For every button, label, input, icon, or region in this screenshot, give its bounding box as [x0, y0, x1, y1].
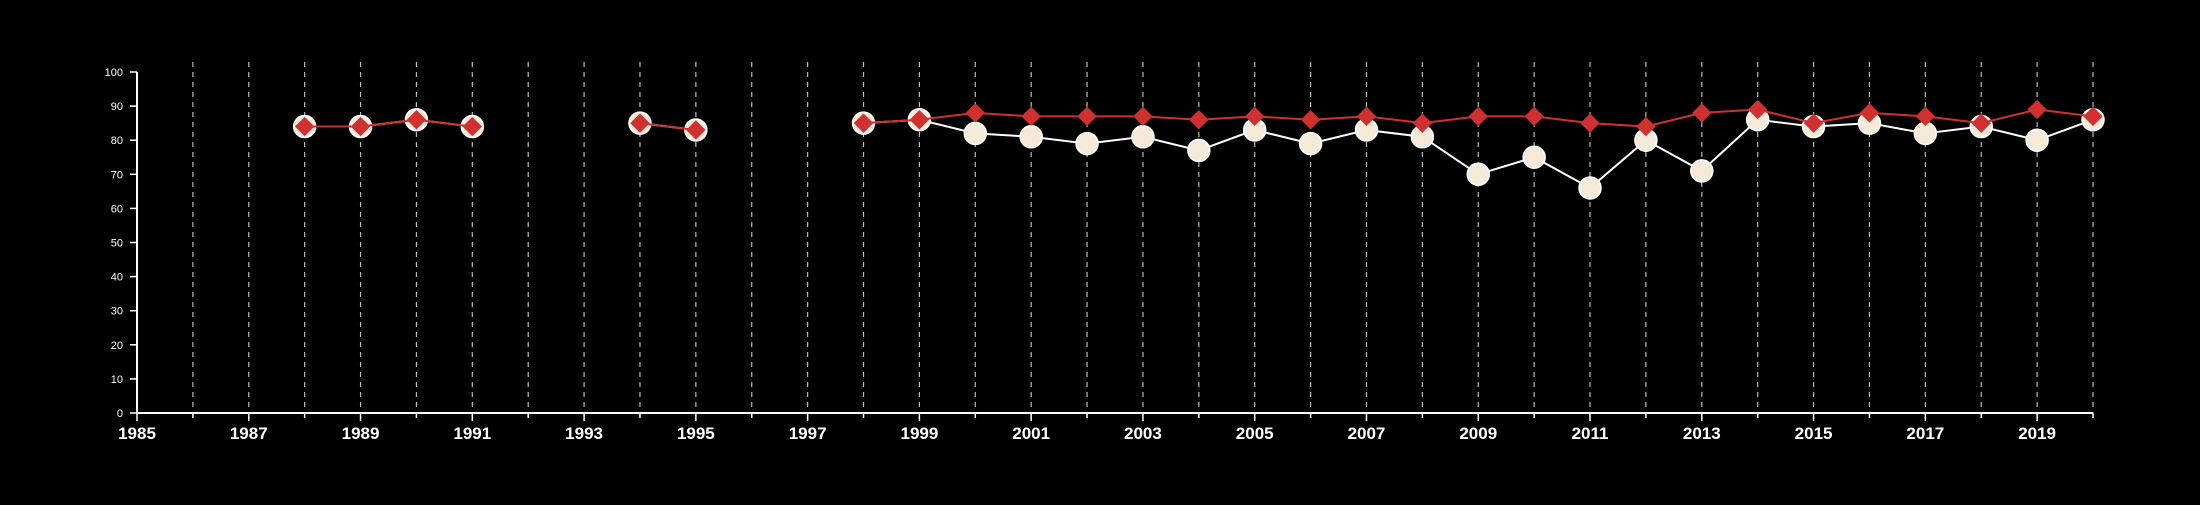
series-1-point-2007	[1356, 106, 1377, 127]
y-tick-label-0: 0	[117, 408, 123, 420]
series-0-point-2019	[2025, 128, 2049, 152]
series-1-point-2020	[2083, 106, 2103, 127]
x-tick-label-2001: 2001	[1012, 424, 1050, 443]
series-1-line-1	[639, 122, 696, 131]
series-1-point-2013	[1692, 103, 1712, 123]
series-0-point-2009	[1466, 162, 1491, 187]
series-1-point-2016	[1859, 103, 1880, 123]
series-1-point-1991	[462, 116, 483, 137]
x-tick-label-2011: 2011	[1572, 424, 1609, 443]
series-0	[292, 107, 2105, 200]
x-tick-label-1997: 1997	[789, 424, 827, 443]
y-tick-label-50: 50	[111, 238, 123, 250]
series-1-point-1988	[294, 116, 315, 137]
x-tick-label-1999: 1999	[900, 424, 938, 443]
x-tick-label-1995: 1995	[677, 424, 715, 443]
series-1-point-2000	[965, 103, 985, 123]
y-tick-label-80: 80	[111, 135, 123, 147]
y-tick-label-70: 70	[111, 169, 123, 181]
series-1-point-2012	[1636, 116, 1656, 137]
x-tick-label-2019: 2019	[2018, 424, 2056, 443]
y-tick-label-60: 60	[111, 203, 123, 215]
series-1-point-1994	[630, 113, 650, 133]
series-1-point-2011	[1580, 113, 1600, 133]
series-1-point-2002	[1077, 106, 1097, 127]
y-tick-label-20: 20	[111, 340, 123, 352]
x-tick-label-1987: 1987	[230, 424, 268, 443]
series-1-point-2003	[1133, 106, 1153, 127]
series-0-point-2006	[1298, 131, 1323, 156]
series-1-point-2017	[1915, 106, 1936, 127]
x-tick-label-2007: 2007	[1348, 424, 1386, 443]
series-0-point-2011	[1578, 176, 1602, 200]
series-0-point-2013	[1690, 159, 1714, 183]
series-1-point-2018	[1971, 113, 1991, 133]
series-1-point-2005	[1245, 106, 1265, 127]
x-tick-label-2015: 2015	[1795, 424, 1833, 443]
y-tick-label-10: 10	[111, 374, 123, 386]
x-tick-label-1993: 1993	[565, 424, 603, 443]
x-tick-label-1989: 1989	[342, 424, 380, 443]
x-tick-label-2017: 2017	[1906, 424, 1944, 443]
axis-layer: 0 10 20 30 40 50 60 70 80 90 100 1985 1987 1989 1991 19…	[105, 67, 2094, 443]
series-1-point-1995	[686, 120, 706, 140]
series-1-point-1998	[853, 113, 874, 133]
series-0-point-2004	[1187, 138, 1211, 163]
series-layer	[292, 99, 2105, 200]
series-1-point-1989	[350, 116, 371, 137]
series-1-point-2019	[2027, 99, 2047, 120]
series-0-point-2001	[1019, 125, 1043, 149]
series-1-point-2010	[1524, 106, 1544, 127]
series-1	[294, 99, 2103, 140]
series-1-line-0	[304, 118, 473, 128]
series-1-point-2001	[1021, 106, 1041, 127]
series-1-point-2015	[1803, 113, 1824, 133]
x-tick-label-2013: 2013	[1683, 424, 1721, 443]
series-1-point-1990	[406, 110, 427, 130]
series-0-point-2000	[963, 121, 988, 146]
x-tick-label-2005: 2005	[1236, 424, 1274, 443]
x-tick-label-1985: 1985	[118, 424, 156, 443]
y-tick-label-30: 30	[111, 306, 123, 318]
series-1-point-2004	[1189, 110, 1209, 130]
grid-layer	[192, 62, 2094, 413]
series-1-point-2014	[1747, 99, 1768, 120]
x-tick-label-2003: 2003	[1124, 424, 1162, 443]
series-1-point-2009	[1468, 106, 1488, 127]
series-0-point-2010	[1522, 145, 1546, 169]
series-0-point-2002	[1075, 131, 1099, 156]
x-tick-label-1991: 1991	[453, 424, 491, 443]
y-tick-label-90: 90	[111, 101, 123, 113]
series-1-point-1999	[909, 110, 930, 130]
y-tick-label-40: 40	[111, 272, 123, 284]
x-tick-label-2009: 2009	[1459, 424, 1497, 443]
series-1-point-2006	[1300, 110, 1321, 130]
y-tick-label-100: 100	[105, 67, 123, 79]
series-1-point-2008	[1412, 113, 1433, 133]
series-0-point-2003	[1131, 125, 1155, 149]
